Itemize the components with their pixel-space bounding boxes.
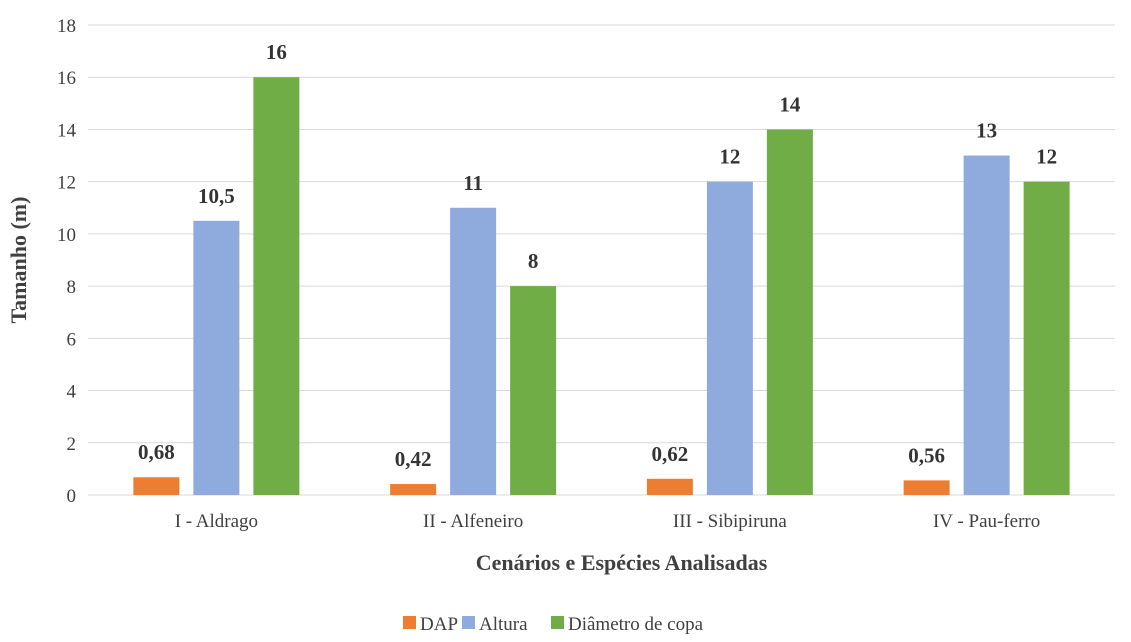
data-label: 16 (266, 40, 287, 64)
bar-altura (450, 207, 497, 495)
bar-dap (646, 478, 693, 495)
legend-swatch (462, 616, 475, 629)
y-tick-label: 12 (57, 173, 76, 194)
data-label: 11 (463, 171, 483, 195)
data-label: 0,42 (395, 447, 432, 471)
bar-dap (390, 484, 437, 495)
y-tick-label: 18 (57, 16, 76, 37)
data-label: 12 (1036, 145, 1057, 169)
y-tick-label: 6 (67, 329, 77, 350)
data-label: 0,68 (138, 440, 175, 464)
y-tick-label: 2 (67, 434, 77, 455)
x-tick-label: I - Aldrago (175, 511, 258, 532)
bar-dap (133, 477, 180, 495)
bar-diâmetro-de-copa (1023, 181, 1070, 495)
data-labels: 0,68 10,5 16 0,42 11 8 0,62 12 14 0,56 13 12 (138, 40, 1057, 471)
data-label: 12 (719, 145, 740, 169)
y-tick-label: 10 (57, 225, 76, 246)
y-tick-label: 14 (57, 120, 77, 141)
x-tick-label: II - Alfeneiro (423, 511, 523, 532)
data-label: 10,5 (198, 184, 235, 208)
gridlines (88, 24, 1115, 496)
bar-diâmetro-de-copa (510, 286, 557, 495)
bar-altura (963, 155, 1010, 496)
x-axis-title: Cenários e Espécies Analisadas (476, 550, 768, 575)
y-axis-ticks: 0 2 4 6 8 10 12 14 16 18 (57, 16, 77, 507)
y-tick-label: 8 (67, 277, 77, 298)
legend: DAP Altura Diâmetro de copa (403, 614, 704, 635)
bar-dap (903, 480, 950, 495)
legend-label: Diâmetro de copa (568, 614, 704, 635)
bar-altura (706, 181, 753, 495)
y-tick-label: 4 (67, 382, 77, 403)
legend-swatch (551, 616, 564, 629)
y-axis-title: Tamanho (m) (6, 197, 31, 324)
bar-altura (193, 220, 240, 496)
legend-swatch (403, 616, 416, 629)
legend-label: DAP (420, 614, 458, 635)
legend-label: Altura (479, 614, 528, 635)
x-axis-ticks: I - Aldrago II - Alfeneiro III - Sibipirun… (175, 511, 1041, 532)
data-label: 14 (779, 92, 801, 116)
bar-diâmetro-de-copa (253, 77, 300, 495)
data-label: 0,56 (908, 443, 945, 467)
y-tick-label: 16 (57, 68, 76, 89)
bars (133, 77, 1070, 496)
data-label: 13 (976, 119, 997, 143)
bar-diâmetro-de-copa (766, 129, 813, 495)
data-label: 0,62 (652, 442, 689, 466)
x-tick-label: IV - Pau-ferro (933, 511, 1040, 532)
y-tick-label: 0 (67, 486, 77, 507)
x-tick-label: III - Sibipiruna (673, 511, 788, 532)
data-label: 8 (528, 249, 539, 273)
